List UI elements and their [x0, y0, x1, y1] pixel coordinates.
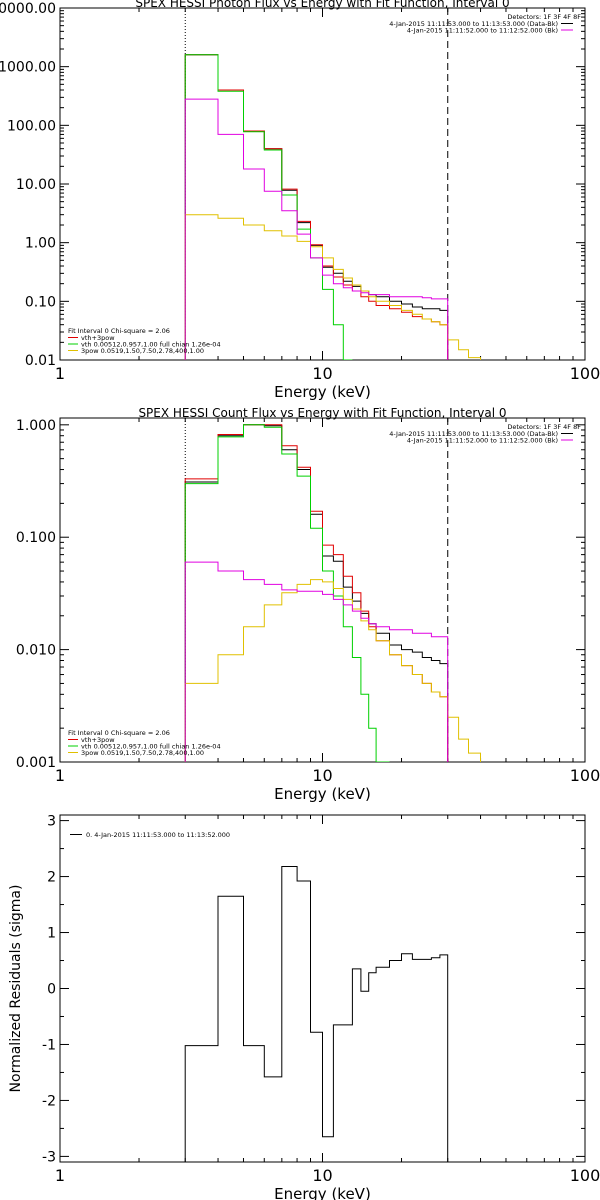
legend-top-left: 0. 4-Jan-2015 11:11:53.000 to 11:13:52.0…	[70, 831, 230, 839]
y-tick-label: 1.00	[25, 236, 56, 252]
y-tick-label: 0.01	[25, 353, 56, 369]
axes-frame	[59, 417, 586, 763]
series-bk	[184, 561, 449, 762]
legend-entry: vth+3pow	[81, 334, 115, 342]
y-tick-label: 0.010	[16, 643, 56, 659]
legend-top-right: Detectors: 1F 3F 4F 8F4-Jan-2015 11:11:5…	[389, 423, 581, 445]
axes-frame	[59, 7, 586, 361]
y-tick-label: -3	[42, 1149, 56, 1165]
legend-entry: 0. 4-Jan-2015 11:11:53.000 to 11:13:52.0…	[86, 831, 230, 839]
series-vth	[184, 424, 390, 762]
chart-panel-1: 1 10 100 0.01 0.10 1.00 10.00 100.00 1000.00 0000…	[0, 0, 600, 401]
x-axis-label: Energy (keV)	[274, 785, 371, 803]
legend-entry: 3pow 0.0519,1.50,7.50,2.78,400,1.00	[81, 749, 204, 757]
legend-header: Fit Interval 0 Chi-square = 2.06	[68, 327, 170, 335]
y-tick-label: -2	[42, 1093, 56, 1109]
legend-entry: 4-Jan-2015 11:11:53.000 to 11:13:53.000 …	[389, 20, 558, 28]
legend-bottom-left: Fit Interval 0 Chi-square = 2.06vth+3pow…	[68, 327, 221, 355]
series-3pow	[184, 214, 502, 360]
series-bk	[184, 98, 449, 360]
y-axis-label: Normalized Residuals (sigma)	[8, 885, 24, 1093]
x-tick-label: 1	[55, 1166, 65, 1185]
series-residuals	[184, 866, 449, 1162]
legend-entry: vth+3pow	[81, 736, 115, 744]
y-tick-label: 0.10	[25, 294, 56, 310]
y-tick-label: 2	[47, 870, 56, 886]
chart-panel-3: 1 10 100 -3 -2 -1 0 1 2 3 Energy (keV) Normalized R…	[8, 814, 600, 1200]
series-vth-3pow	[184, 54, 449, 360]
series-data-bk	[184, 54, 449, 360]
y-tick-label: 3	[47, 814, 56, 830]
y-tick-label: 0	[47, 982, 56, 998]
chart-title: SPEX HESSI Count Flux vs Energy with Fit…	[138, 406, 506, 420]
legend-bottom-left: Fit Interval 0 Chi-square = 2.06vth+3pow…	[68, 729, 221, 757]
legend-entry: vth 0.00512,0.957,1.00 full chian 1.26e-…	[81, 341, 221, 349]
y-tick-label: 1000.00	[0, 60, 56, 76]
series-vth-3pow	[184, 424, 449, 762]
legend-entry: 3pow 0.0519,1.50,7.50,2.78,400,1.00	[81, 347, 204, 355]
x-axis-label: Energy (keV)	[274, 383, 371, 401]
series-group	[184, 866, 449, 1162]
series-3pow	[184, 579, 502, 762]
chart-title: SPEX HESSI Photon Flux vs Energy with Fi…	[135, 0, 509, 10]
y-tick-label: -1	[42, 1037, 56, 1053]
x-tick-label: 1	[55, 766, 65, 785]
series-vth	[184, 54, 353, 360]
y-tick-label: 0.001	[16, 755, 56, 771]
x-tick-label: 10	[312, 364, 332, 383]
legend-entry: 4-Jan-2015 11:11:53.000 to 11:13:53.000 …	[389, 430, 558, 438]
x-tick-label: 10	[312, 766, 332, 785]
legend-header: Detectors: 1F 3F 4F 8F	[507, 423, 581, 431]
series-data-bk	[184, 424, 449, 762]
x-tick-label: 10	[312, 1166, 332, 1185]
legend-header: Fit Interval 0 Chi-square = 2.06	[68, 729, 170, 737]
x-axis-label: Energy (keV)	[274, 1185, 371, 1200]
x-tick-label: 100	[570, 364, 600, 383]
legend-header: Detectors: 1F 3F 4F 8F	[507, 13, 581, 21]
series-group	[184, 424, 502, 762]
series-group	[184, 54, 502, 360]
x-tick-label: 100	[570, 1166, 600, 1185]
y-tick-label: 0000.00	[0, 1, 56, 17]
legend-entry: 4-Jan-2015 11:11:52.000 to 11:12:52.000 …	[407, 437, 558, 445]
legend-entry: vth 0.00512,0.957,1.00 full chian 1.26e-…	[81, 743, 221, 751]
chart-panel-2: 1 10 100 0.001 0.010 0.100 1.000 SPEX HESSI Cou…	[16, 406, 600, 803]
y-tick-label: 1	[47, 926, 56, 942]
y-tick-label: 1.000	[16, 418, 56, 434]
legend-top-right: Detectors: 1F 3F 4F 8F4-Jan-2015 11:11:5…	[389, 13, 581, 35]
legend-entry: 4-Jan-2015 11:11:52.000 to 11:12:52.000 …	[407, 27, 558, 35]
y-tick-label: 100.00	[7, 118, 56, 134]
x-tick-label: 1	[55, 364, 65, 383]
x-tick-label: 100	[570, 766, 600, 785]
y-tick-label: 0.100	[16, 530, 56, 546]
y-tick-label: 10.00	[16, 177, 56, 193]
